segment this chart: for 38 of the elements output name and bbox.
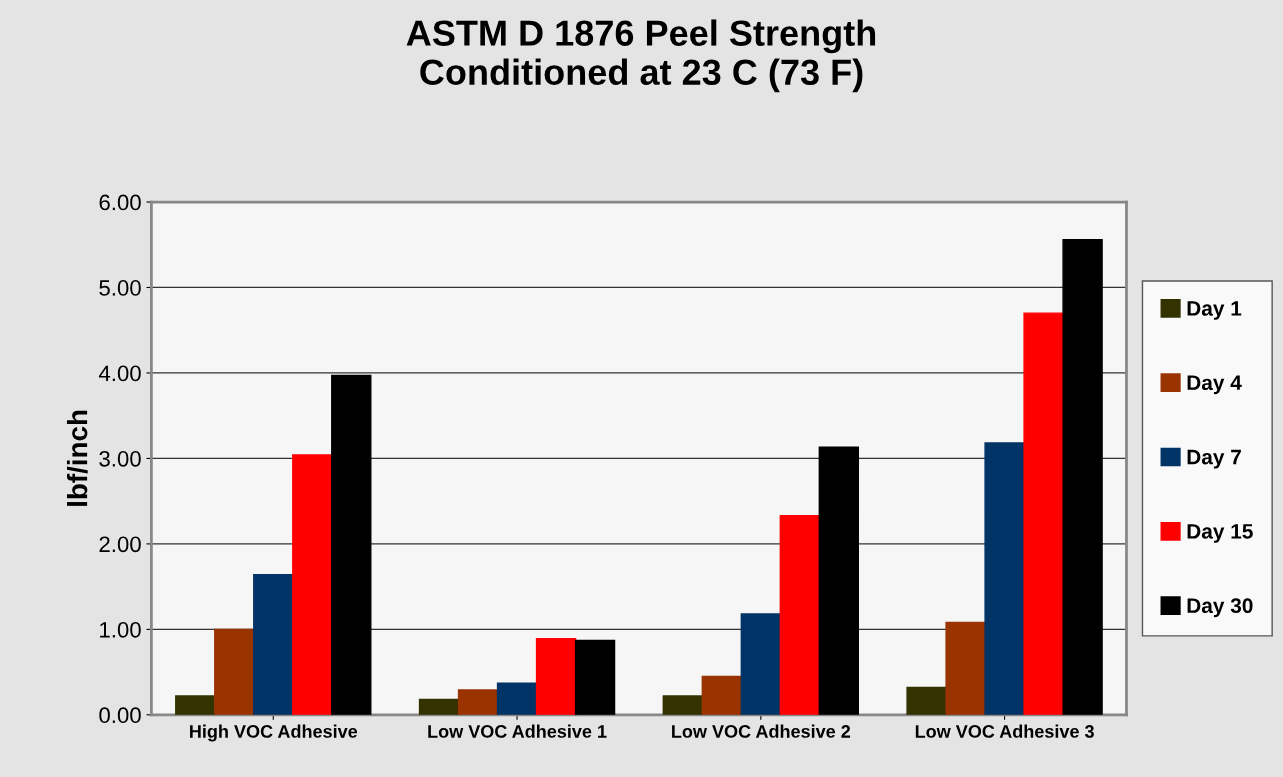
bar xyxy=(906,686,947,715)
bar xyxy=(945,621,986,715)
bar xyxy=(496,682,538,715)
legend-label: Day 30 xyxy=(1187,598,1253,618)
legend-label: Day 7 xyxy=(1187,449,1241,469)
bar xyxy=(292,454,333,715)
bar xyxy=(331,374,372,715)
bar xyxy=(535,638,577,715)
bar xyxy=(214,628,255,715)
bar xyxy=(740,613,782,715)
y-tick-label: 3.00 xyxy=(99,450,141,467)
legend-label: Day 4 xyxy=(1187,375,1242,395)
x-tick-label: Low VOC Adhesive 2 xyxy=(672,724,851,738)
y-tick-label: 0.00 xyxy=(99,707,141,724)
bar xyxy=(701,675,743,715)
legend-label: Day 1 xyxy=(1187,301,1242,320)
bar xyxy=(662,695,704,715)
bar xyxy=(1062,238,1103,715)
y-tick-label: 6.00 xyxy=(99,194,141,211)
bar xyxy=(175,695,216,715)
bar xyxy=(984,442,1025,715)
x-tick-label: Low VOC Adhesive 1 xyxy=(428,724,607,738)
bar xyxy=(574,639,616,715)
bar xyxy=(779,514,821,715)
bar xyxy=(253,573,294,715)
x-tick-label: High VOC Adhesive xyxy=(190,724,358,742)
bar xyxy=(1023,312,1064,715)
x-tick-label: Low VOC Adhesive 3 xyxy=(915,724,1094,738)
bar xyxy=(418,698,460,715)
y-tick-label: 1.00 xyxy=(100,621,141,638)
bar xyxy=(457,689,499,715)
y-axis-title: lbf/inch xyxy=(66,410,88,506)
y-tick-label: 5.00 xyxy=(99,280,141,296)
bar xyxy=(818,446,860,715)
legend-label: Day 15 xyxy=(1187,524,1253,543)
y-tick-label: 2.00 xyxy=(99,536,141,553)
y-tick-label: 4.00 xyxy=(98,365,141,382)
chart-title: ASTM D 1876 Peel Strength Conditioned at 23 C (73 F) xyxy=(406,19,876,93)
